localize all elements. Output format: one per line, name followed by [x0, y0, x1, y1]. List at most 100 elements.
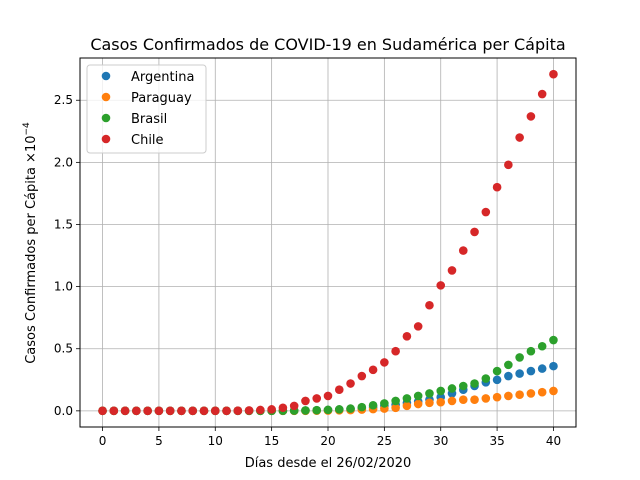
data-point-chile	[120, 406, 130, 416]
data-point-argentina	[549, 361, 558, 371]
data-point-paraguay	[492, 392, 502, 402]
x-tick-label: 20	[320, 434, 335, 448]
data-point-chile	[458, 246, 468, 255]
data-point-chile	[334, 385, 344, 395]
data-point-brasil	[413, 391, 423, 401]
data-point-brasil	[515, 353, 524, 362]
y-axis-label: Casos Confirmados per Cápita ×10−4	[22, 122, 39, 364]
x-tick-label: 30	[433, 434, 448, 448]
data-point-paraguay	[549, 386, 558, 396]
data-point-brasil	[504, 360, 513, 370]
data-point-chile	[492, 182, 502, 192]
data-point-chile	[233, 406, 243, 416]
data-point-chile	[425, 300, 434, 310]
data-point-brasil	[346, 404, 355, 413]
x-tick-label: 15	[264, 434, 279, 448]
data-point-chile	[368, 365, 378, 375]
data-point-chile	[165, 406, 175, 416]
data-point-argentina	[492, 375, 502, 385]
data-point-brasil	[357, 402, 367, 412]
data-point-chile	[109, 406, 119, 416]
data-point-chile	[177, 406, 186, 416]
data-point-chile	[357, 371, 367, 381]
data-point-chile	[323, 391, 333, 401]
data-point-brasil	[425, 389, 434, 398]
legend-label-chile: Chile	[131, 133, 164, 148]
legend-marker-paraguay	[101, 92, 111, 102]
legend-marker-brasil	[101, 113, 111, 123]
data-point-argentina	[537, 364, 547, 373]
data-point-chile	[256, 405, 265, 415]
data-point-chile	[447, 266, 457, 275]
data-point-brasil	[526, 346, 536, 356]
data-point-argentina	[515, 369, 524, 378]
legend-label-paraguay: Paraguay	[131, 91, 192, 106]
data-point-chile	[244, 406, 254, 415]
x-tick-label: 10	[208, 434, 223, 448]
y-axis-ticks: 0.0 0.5 1.0 1.5 2.0 2.5	[54, 93, 80, 418]
legend: Argentina Paraguay Brasil Chile	[86, 64, 207, 154]
data-point-brasil	[447, 384, 457, 393]
y-tick-label: 1.0	[54, 280, 73, 294]
data-point-paraguay	[436, 397, 446, 407]
y-axis-label-main: Casos Confirmados per Cápita ×10	[24, 136, 39, 364]
data-point-brasil	[492, 366, 502, 376]
data-point-brasil	[368, 400, 378, 410]
data-point-chile	[289, 401, 299, 411]
y-tick-label: 2.5	[54, 93, 73, 107]
data-point-paraguay	[537, 387, 547, 397]
legend-marker-chile	[101, 134, 111, 144]
data-point-chile	[278, 403, 288, 413]
data-point-chile	[98, 406, 107, 416]
data-point-chile	[267, 405, 276, 414]
x-axis-ticks: 0 5 10 15 20 25 30 35 40	[99, 427, 561, 448]
data-point-paraguay	[425, 398, 434, 408]
data-point-paraguay	[515, 390, 524, 399]
data-point-brasil	[458, 381, 468, 391]
data-point-chile	[526, 112, 536, 121]
data-point-paraguay	[458, 395, 468, 404]
data-point-chile	[143, 406, 152, 416]
data-point-chile	[481, 207, 491, 217]
data-point-chile	[391, 346, 400, 356]
x-axis-label: Días desde el 26/02/2020	[245, 456, 412, 471]
data-point-chile	[210, 406, 220, 416]
legend-label-argentina: Argentina	[131, 70, 194, 85]
data-point-paraguay	[504, 391, 513, 401]
y-axis-label-exponent: −4	[22, 122, 32, 136]
data-point-chile	[188, 406, 198, 416]
data-point-chile	[132, 406, 141, 416]
data-point-paraguay	[470, 395, 479, 404]
data-point-chile	[312, 394, 322, 403]
y-tick-label: 0.5	[54, 342, 73, 356]
data-point-chile	[537, 89, 547, 99]
data-point-brasil	[312, 405, 322, 415]
data-point-paraguay	[447, 396, 457, 406]
data-point-brasil	[323, 405, 333, 415]
y-tick-label: 1.5	[54, 217, 73, 231]
data-point-chile	[402, 332, 412, 341]
legend-label-brasil: Brasil	[131, 112, 167, 127]
x-tick-label: 40	[546, 434, 561, 448]
data-point-brasil	[470, 379, 479, 388]
data-point-brasil	[436, 386, 446, 396]
data-point-paraguay	[526, 389, 536, 398]
data-point-paraguay	[402, 401, 412, 411]
data-points	[98, 69, 558, 416]
y-tick-label: 2.0	[54, 155, 73, 169]
chart-title: Casos Confirmados de COVID-19 en Sudamér…	[90, 35, 565, 54]
data-point-chile	[504, 160, 513, 170]
data-point-chile	[470, 227, 479, 237]
data-point-brasil	[391, 396, 400, 406]
data-point-chile	[549, 69, 558, 79]
data-point-chile	[436, 281, 446, 290]
data-point-brasil	[334, 405, 344, 414]
data-point-paraguay	[391, 403, 400, 413]
data-point-paraguay	[413, 399, 423, 409]
y-tick-label: 0.0	[54, 404, 73, 418]
series-chile	[98, 69, 558, 416]
data-point-chile	[515, 133, 524, 142]
legend-marker-argentina	[101, 71, 111, 81]
data-point-brasil	[301, 406, 310, 415]
